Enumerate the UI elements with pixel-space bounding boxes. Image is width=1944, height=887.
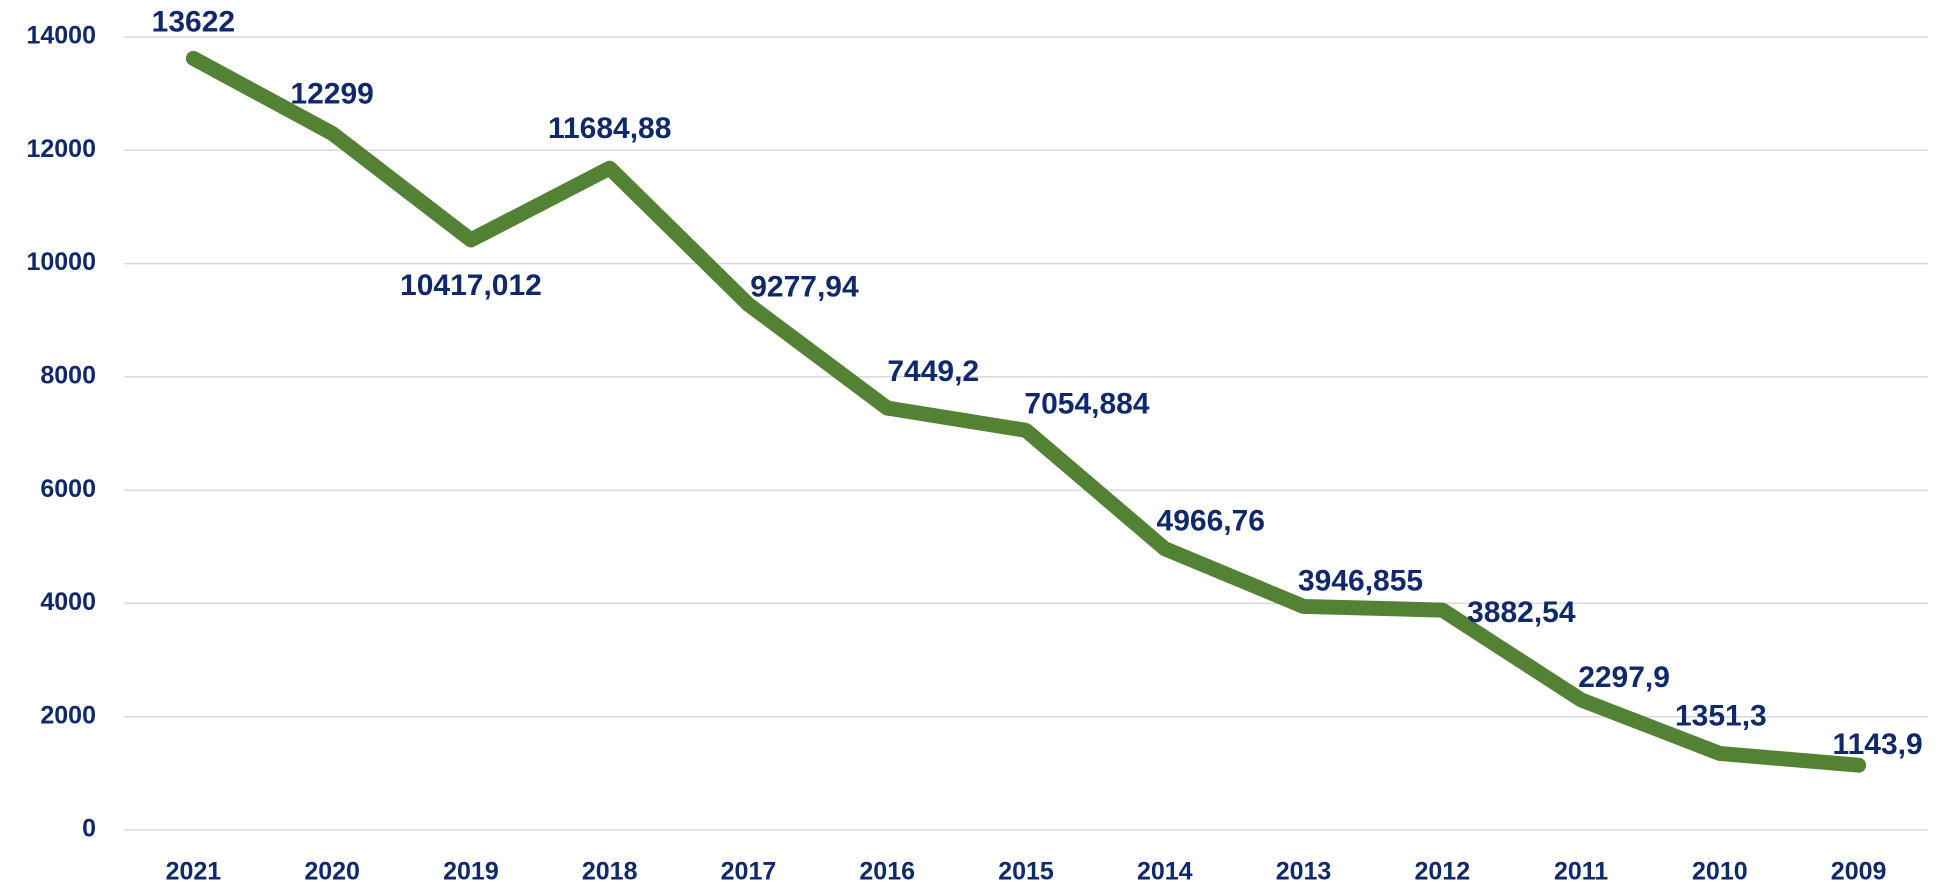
data-line (185, 50, 1867, 773)
x-tick-label: 2014 (1137, 858, 1193, 886)
data-label: 3882,54 (1467, 596, 1576, 629)
x-tick-label: 2015 (998, 858, 1054, 886)
y-tick-label: 4000 (40, 588, 96, 616)
x-tick-label: 2020 (304, 858, 360, 886)
y-tick-label: 2000 (40, 701, 96, 729)
data-label: 3946,855 (1298, 564, 1423, 597)
x-tick-label: 2010 (1692, 858, 1748, 886)
x-tick-label: 2017 (721, 858, 777, 886)
data-label: 2297,9 (1578, 661, 1670, 694)
x-tick-label: 2018 (582, 858, 638, 886)
x-tick-label: 2021 (166, 858, 222, 886)
data-label: 12299 (290, 77, 373, 110)
data-label: 4966,76 (1157, 505, 1265, 538)
data-label: 13622 (152, 5, 235, 38)
y-tick-label: 6000 (40, 475, 96, 503)
data-label: 7054,884 (1024, 387, 1149, 420)
data-label: 1351,3 (1675, 699, 1767, 732)
x-tick-label: 2019 (443, 858, 499, 886)
x-tick-label: 2011 (1554, 858, 1608, 886)
data-label: 1143,9 (1833, 728, 1923, 761)
data-label: 11684,88 (548, 112, 671, 145)
x-tick-label: 2016 (859, 858, 915, 886)
data-label: 9277,94 (750, 270, 859, 303)
data-label: 10417,012 (400, 269, 542, 302)
x-tick-label: 2012 (1414, 858, 1470, 886)
y-tick-label: 8000 (40, 361, 96, 389)
y-tick-label: 10000 (26, 248, 96, 276)
y-tick-label: 12000 (26, 135, 96, 163)
x-tick-label: 2013 (1276, 858, 1332, 886)
data-label: 7449,2 (887, 355, 979, 388)
y-tick-label: 14000 (26, 22, 96, 50)
y-tick-label: 0 (82, 815, 96, 843)
x-tick-label: 2009 (1831, 858, 1887, 886)
